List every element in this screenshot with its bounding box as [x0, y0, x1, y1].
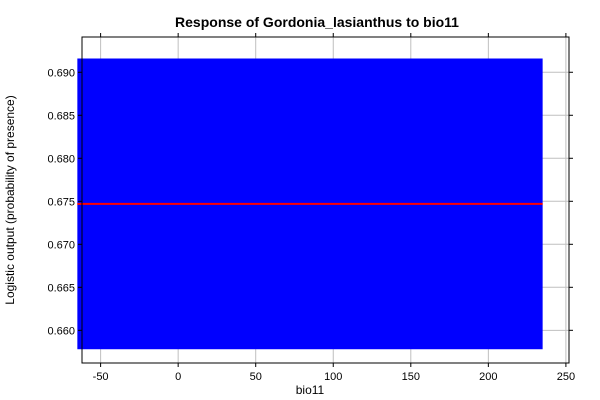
x-tick-label: 0	[175, 371, 181, 383]
x-tick-label: 150	[402, 371, 420, 383]
y-tick-label: 0.690	[47, 67, 75, 79]
plot-frame	[81, 36, 570, 364]
x-axis-label: bio11	[296, 383, 325, 397]
tick-layer: -50 0 50 100 150 200 250 0.660 0.665 0.670 0.675 0.…	[47, 33, 575, 383]
y-tick-label: 0.670	[47, 239, 75, 251]
y-tick-label: 0.680	[47, 153, 75, 165]
plot-area: -50 0 50 100 150 200 250 0.660 0.665 0.670 0.675 0.…	[47, 33, 575, 383]
y-tick-label: 0.685	[47, 110, 75, 122]
x-tick-label: 50	[250, 371, 262, 383]
chart-title: Response of Gordonia_lasianthus to bio11	[175, 14, 459, 30]
y-tick-label: 0.665	[47, 282, 75, 294]
x-tick-label: -50	[93, 371, 109, 383]
y-tick-label: 0.660	[47, 325, 75, 337]
y-axis-label: Logistic output (probability of presence…	[3, 95, 17, 304]
y-tick-label: 0.675	[47, 196, 75, 208]
x-tick-label: 100	[324, 371, 342, 383]
x-tick-label: 250	[557, 371, 575, 383]
x-tick-label: 200	[479, 371, 497, 383]
